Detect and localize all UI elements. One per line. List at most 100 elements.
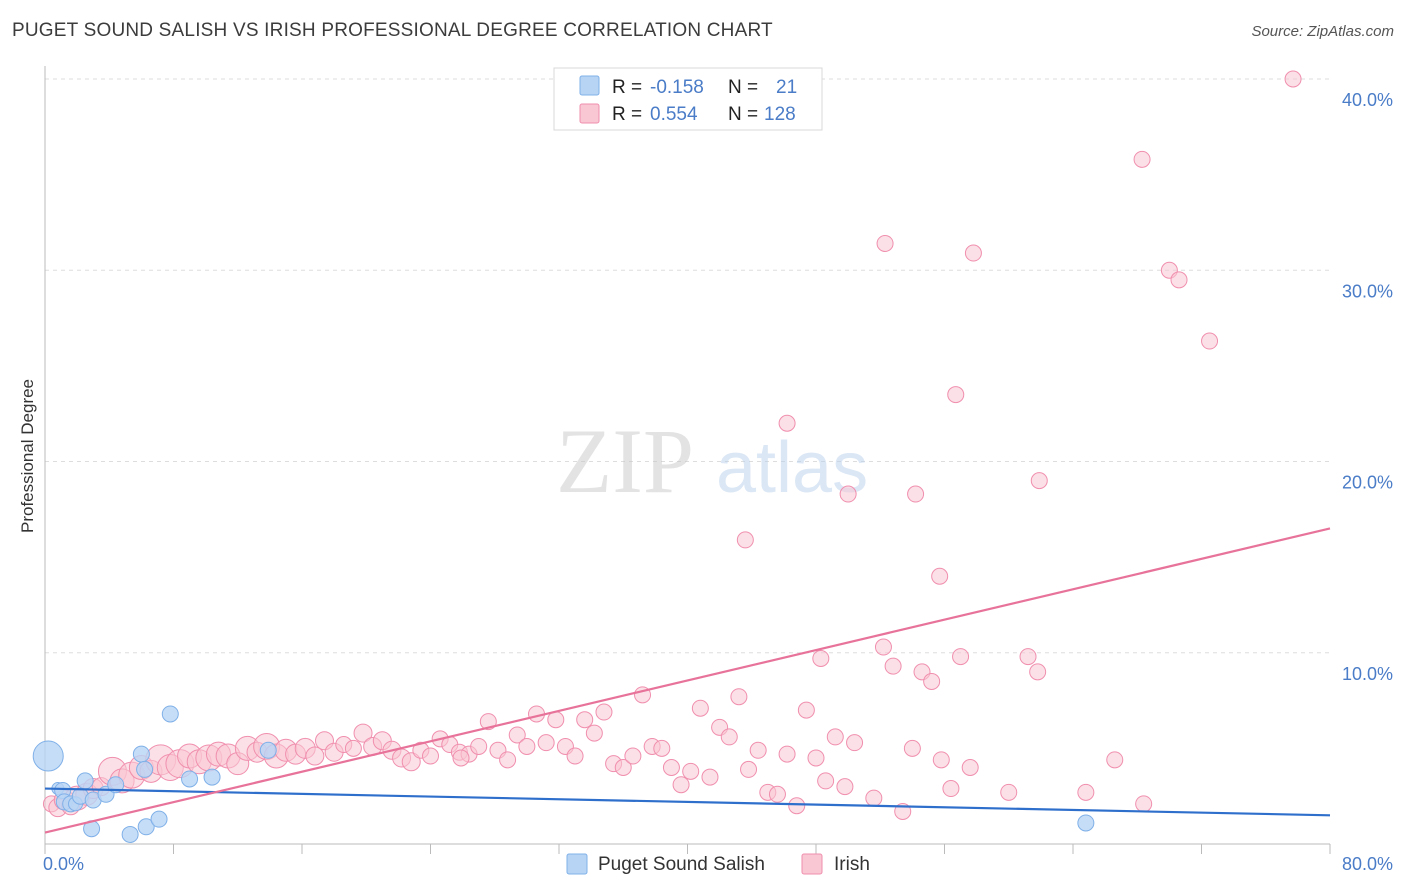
salish-trend-line [44,787,1331,817]
irish-point-101 [1106,751,1124,769]
irish-point-62 [624,747,642,765]
irish-point-114 [1133,150,1151,168]
chart-title: PUGET SOUND SALISH VS IRISH PROFESSIONAL… [12,20,773,41]
irish-point-39 [401,752,421,772]
irish-point-73 [730,688,748,706]
legend-irish-label: Irish [834,854,870,875]
irish-trend-line [44,527,1331,834]
irish-point-65 [653,739,671,757]
irish-point-84 [836,778,854,796]
irish-point-50 [508,726,526,744]
irish-point-98 [1019,648,1037,666]
salish-point-16 [259,741,277,759]
irish-point-105 [736,531,754,549]
salish-r-label: R = [612,77,642,98]
irish-point-97 [1000,783,1018,801]
irish-point-111 [947,386,965,404]
irish-point-58 [585,724,603,742]
irish-point-86 [865,789,883,807]
legend-salish-swatch [566,853,588,875]
irish-point-74 [740,760,758,778]
irish-point-57 [576,711,594,729]
irish-point-72 [720,728,738,746]
x-tick-label-min: 0.0% [43,854,84,874]
irish-point-118 [1284,70,1302,88]
irish-point-106 [778,414,796,432]
irish-point-117 [1201,332,1219,350]
irish-point-100 [1077,783,1095,801]
y-tick-label-1: 20.0% [1342,473,1393,493]
y-tick-label-2: 30.0% [1342,281,1393,301]
irish-point-59 [595,703,613,721]
salish-point-21 [1077,814,1095,832]
salish-point-0 [32,740,64,772]
source-label: Source: ZipAtlas.com [1251,23,1394,40]
irish-point-68 [682,762,700,780]
irish-r-value: 0.554 [650,104,698,125]
irish-point-61 [614,759,632,776]
irish-point-87 [874,638,892,656]
irish-point-88 [884,657,902,675]
irish-point-66 [662,759,680,776]
salish-point-15 [203,768,221,786]
x-tick-label-max: 80.0% [1342,854,1393,874]
irish-point-77 [768,785,786,803]
salish-point-13 [161,705,179,723]
irish-point-95 [952,648,970,666]
salish-point-11 [132,745,150,763]
irish-point-56 [566,747,584,765]
irish-point-94 [942,780,960,798]
salish-n-label: N = [728,77,758,98]
irish-point-109 [907,485,925,503]
irish-swatch [579,103,600,124]
y-tick-label-0: 10.0% [1342,664,1393,684]
irish-point-70 [701,768,719,786]
irish-n-label: N = [728,104,758,125]
irish-point-49 [499,751,517,769]
irish-point-112 [964,244,982,262]
irish-point-53 [537,734,555,752]
stats-legend: R = -0.158 N = 21 R = 0.554 N = 128 [553,67,823,131]
salish-swatch [579,75,600,96]
salish-r-value: -0.158 [650,77,704,98]
legend-salish-label: Puget Sound Salish [598,854,765,875]
irish-point-110 [931,567,949,585]
irish-point-41 [422,747,439,765]
irish-point-116 [1170,271,1188,289]
irish-point-78 [778,745,796,763]
salish-n-value: 21 [776,77,797,98]
irish-point-103 [812,649,830,667]
axes [44,66,1331,854]
irish-n-value: 128 [764,104,796,125]
irish-r-label: R = [612,104,642,125]
irish-point-46 [470,737,488,755]
irish-point-75 [749,741,767,759]
tick-labels: 10.0% 20.0% 30.0% 40.0% 0.0% 80.0% [43,90,1393,874]
series-legend: Puget Sound Salish Irish [566,853,870,875]
irish-point-34 [353,723,373,743]
salish-point-20 [150,810,168,828]
salish-point-12 [136,760,154,778]
irish-point-33 [344,739,362,757]
irish-point-80 [797,701,815,719]
irish-point-92 [923,672,941,690]
irish-point-69 [691,699,709,717]
irish-point-85 [846,734,864,752]
irish-point-113 [1030,472,1048,490]
trend-lines [44,527,1331,834]
salish-point-14 [181,770,199,788]
salish-point-19 [137,818,155,836]
irish-point-107 [839,485,857,503]
irish-point-51 [518,737,536,755]
legend-irish-swatch [801,853,823,875]
y-axis-label: Professional Degree [18,379,37,533]
irish-point-108 [876,234,894,252]
irish-point-81 [807,749,825,767]
salish-point-18 [121,825,139,843]
irish-point-67 [672,776,690,794]
y-tick-label-3: 40.0% [1342,90,1393,110]
irish-point-104 [452,749,470,767]
irish-point-82 [817,772,835,790]
irish-point-29 [305,746,325,766]
